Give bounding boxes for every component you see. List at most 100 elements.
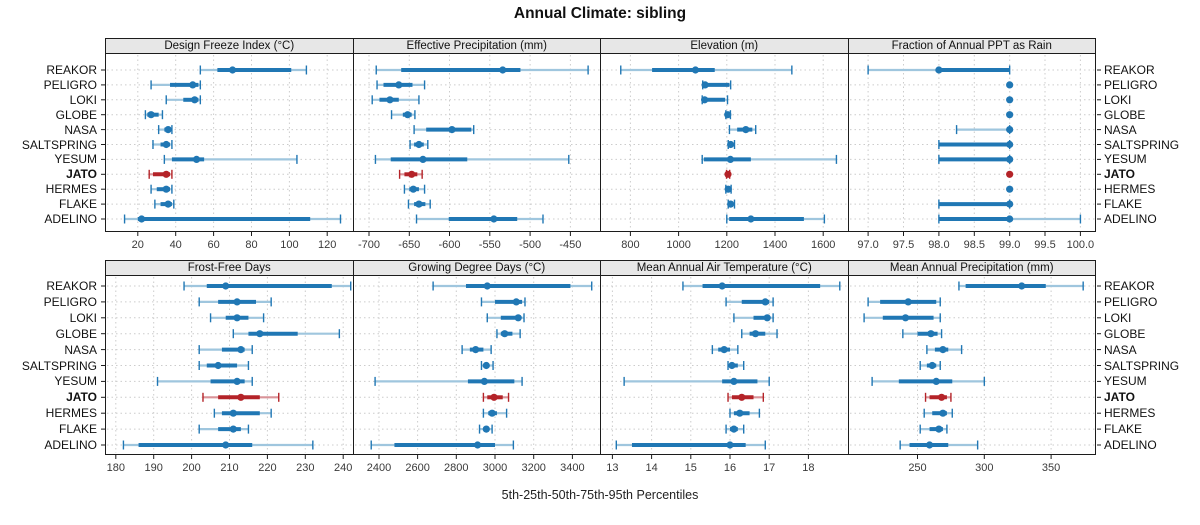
site-label: PELIGRO [1104,77,1158,92]
svg-text:1200: 1200 [715,239,739,251]
svg-text:300: 300 [975,462,993,474]
site-label: JATO [66,167,97,182]
panel-plot-area: 180 190 200 210 220 230 240 [101,276,354,474]
site-label: LOKI [69,310,97,325]
site-label: FLAKE [1104,422,1143,437]
site-label: LOKI [1104,92,1132,107]
panel-strip-title: Effective Precipitation (mm) [352,38,601,54]
panel-plot-area: 13 14 15 16 17 18 [600,276,849,474]
panel-plot-area: 800 1000 1200 1400 1600 [600,54,849,251]
panel-plot-area: 20 40 60 80 100 120 [101,54,354,251]
panel-canvas: 20 40 60 80 100 120 [101,55,352,251]
site-label: SALTSPRING [21,137,97,152]
panel-strip-title: Design Freeze Index (°C) [105,38,354,54]
svg-text:17: 17 [763,462,775,474]
svg-text:60: 60 [207,239,219,251]
panel-row-bottom: Frost-Free Days 180 190 200 210 220 230 240 Gr… [101,260,1101,474]
svg-text:190: 190 [145,462,163,474]
svg-text:-600: -600 [438,239,460,251]
site-label: SALTSPRING [21,358,97,373]
panel-canvas: 2400 2600 2800 3000 3200 3400 [354,277,600,474]
panel-frost-free-days: Frost-Free Days 180 190 200 210 220 230 240 [101,260,354,474]
panel-canvas: 250 300 350 [849,277,1101,474]
panel-elevation: Elevation (m) 800 1000 1200 1400 1600 [600,38,849,251]
panel-mean-annual-precipitation: Mean Annual Precipitation (mm) 250 300 350 [847,260,1101,474]
svg-text:220: 220 [258,462,276,474]
svg-text:80: 80 [245,239,257,251]
site-label: FLAKE [1104,197,1143,212]
site-label: GLOBE [1104,326,1146,341]
svg-text:97.0: 97.0 [857,239,878,251]
panel-strip-title: Mean Annual Precipitation (mm) [847,260,1096,276]
svg-text:40: 40 [170,239,182,251]
panel-canvas: 800 1000 1200 1400 1600 [602,55,847,251]
panel-canvas: 97.0 97.5 98.0 98.5 99.0 99.5 100.0 [849,55,1101,251]
panel-canvas: -700 -650 -600 -550 -500 -450 [354,55,600,251]
panel-fraction-ppt-rain: Fraction of Annual PPT as Rain 97.0 97.5 9… [847,38,1101,251]
site-label: SALTSPRING [1104,137,1180,152]
panel-strip-title: Elevation (m) [600,38,849,54]
site-label: REAKOR [1104,63,1155,77]
site-label: JATO [1104,390,1135,405]
panel-canvas: 13 14 15 16 17 18 [602,277,847,474]
site-label: PELIGRO [1104,294,1158,309]
site-label: HERMES [45,406,97,421]
svg-text:-450: -450 [559,239,581,251]
site-label: HERMES [1104,182,1156,197]
chart-title: Annual Climate: sibling [513,5,687,22]
site-label: REAKOR [46,63,97,77]
svg-text:3000: 3000 [482,462,506,474]
svg-text:1600: 1600 [811,239,835,251]
panel-canvas: 180 190 200 210 220 230 240 [101,277,352,474]
svg-text:200: 200 [182,462,200,474]
svg-text:800: 800 [621,239,639,251]
site-label: FLAKE [58,422,97,437]
svg-text:99.0: 99.0 [998,239,1019,251]
site-label: YESUM [54,152,97,167]
site-label: LOKI [69,92,97,107]
site-label: FLAKE [58,197,97,212]
svg-text:2400: 2400 [366,462,390,474]
site-label: YESUM [1104,152,1147,167]
site-label: ADELINO [44,212,97,226]
panel-row-top: Design Freeze Index (°C) 20 40 60 80 100 120 … [101,38,1101,251]
svg-text:240: 240 [334,462,352,474]
svg-text:3400: 3400 [560,462,584,474]
site-label: GLOBE [55,107,97,122]
site-label: GLOBE [1104,107,1146,122]
panel-plot-area: 97.0 97.5 98.0 98.5 99.0 99.5 100.0 [847,54,1101,251]
site-label: JATO [1104,167,1135,182]
svg-text:97.5: 97.5 [892,239,913,251]
svg-text:230: 230 [296,462,314,474]
svg-text:1400: 1400 [763,239,787,251]
svg-text:1000: 1000 [666,239,690,251]
panel-strip-title: Fraction of Annual PPT as Rain [847,38,1096,54]
svg-text:100: 100 [280,239,298,251]
svg-text:18: 18 [802,462,814,474]
site-label: GLOBE [55,326,97,341]
svg-text:210: 210 [220,462,238,474]
site-label: JATO [66,390,97,405]
site-label: PELIGRO [43,77,97,92]
site-label: NASA [1104,342,1137,357]
panel-effective-precipitation: Effective Precipitation (mm) -700 -650 -60… [352,38,601,251]
site-label: SALTSPRING [1104,358,1180,373]
site-label: HERMES [1104,406,1156,421]
panel-mean-annual-air-temperature: Mean Annual Air Temperature (°C) 13 14 15 1… [600,260,849,474]
svg-text:250: 250 [908,462,926,474]
site-label: ADELINO [1104,212,1157,226]
svg-text:-500: -500 [519,239,541,251]
site-label: NASA [64,122,97,137]
svg-text:180: 180 [107,462,125,474]
site-label: YESUM [54,374,97,389]
svg-text:-700: -700 [357,239,379,251]
site-label: YESUM [1104,374,1147,389]
site-label: ADELINO [44,438,97,452]
percentile-caption: 5th-25th-50th-75th-95th Percentiles [501,488,699,502]
svg-text:14: 14 [645,462,657,474]
svg-text:20: 20 [132,239,144,251]
svg-text:120: 120 [318,239,336,251]
panel-plot-area: -700 -650 -600 -550 -500 -450 [352,54,601,251]
svg-text:-650: -650 [398,239,420,251]
site-label: REAKOR [1104,279,1155,293]
